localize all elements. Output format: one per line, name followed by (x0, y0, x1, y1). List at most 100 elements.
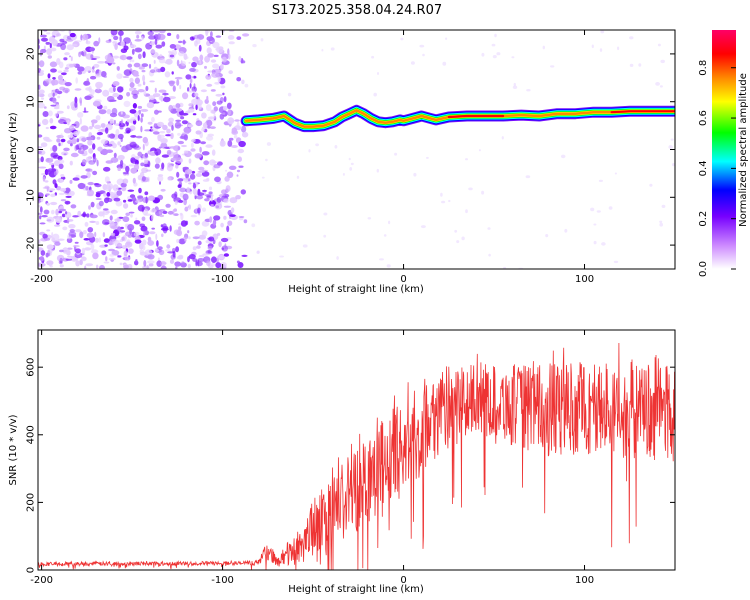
noise-speck (59, 178, 64, 183)
noise-speck (655, 82, 660, 86)
noise-speck (128, 211, 135, 214)
noise-speck (44, 185, 50, 189)
noise-speck (200, 141, 207, 145)
noise-speck (244, 83, 249, 88)
noise-speck (127, 196, 131, 200)
noise-speck (39, 206, 43, 213)
noise-speck (99, 264, 105, 269)
noise-speck (75, 77, 78, 84)
noise-speck (150, 49, 156, 54)
noise-speck (62, 257, 69, 262)
noise-speck (96, 159, 99, 167)
noise-speck (214, 176, 221, 183)
noise-speck (142, 81, 146, 86)
noise-speck (236, 36, 242, 40)
noise-speck (50, 79, 59, 86)
noise-speck (76, 138, 80, 143)
noise-speck (160, 224, 164, 228)
noise-speck (135, 199, 141, 203)
noise-speck (223, 205, 231, 208)
noise-speck (191, 98, 200, 106)
noise-speck (379, 258, 384, 261)
noise-speck (129, 109, 137, 114)
spectrogram-y-label: Frequency (Hz) (8, 112, 19, 188)
noise-speck (103, 208, 109, 211)
noise-speck (373, 92, 378, 97)
noise-speck (103, 261, 110, 264)
noise-speck (56, 90, 63, 95)
noise-speck (54, 113, 59, 117)
noise-speck (90, 243, 95, 251)
noise-speck (210, 109, 214, 114)
y-tick-label: 10 (26, 95, 37, 108)
noise-speck (38, 84, 41, 90)
noise-speck (223, 198, 229, 203)
noise-speck (117, 133, 124, 140)
noise-speck (49, 61, 58, 68)
noise-speck (74, 101, 78, 108)
noise-speck (180, 213, 184, 221)
noise-speck (377, 72, 379, 75)
noise-speck (197, 188, 201, 196)
noise-speck (140, 117, 143, 123)
noise-speck (123, 100, 131, 108)
noise-speck (166, 244, 171, 249)
noise-speck (59, 249, 64, 253)
noise-speck (114, 218, 122, 222)
y-tick-label: 0 (26, 146, 37, 152)
noise-speck (596, 210, 601, 213)
noise-speck (174, 48, 177, 51)
noise-speck (64, 187, 71, 194)
noise-speck (149, 80, 155, 83)
noise-speck (210, 195, 213, 202)
noise-speck (184, 206, 189, 212)
noise-speck (178, 254, 184, 259)
noise-speck (456, 240, 460, 244)
noise-speck (67, 134, 73, 139)
noise-speck (85, 53, 94, 60)
noise-speck (68, 63, 77, 68)
colorbar-tick-label: 0.2 (698, 211, 709, 227)
noise-speck (222, 92, 225, 96)
noise-speck (41, 97, 45, 100)
noise-speck (197, 170, 205, 173)
noise-speck (184, 179, 189, 183)
noise-speck (165, 249, 172, 252)
noise-speck (221, 245, 228, 252)
noise-speck (118, 30, 124, 36)
noise-speck (202, 179, 210, 182)
noise-speck (45, 41, 51, 45)
noise-speck (45, 126, 49, 130)
noise-speck (478, 149, 481, 152)
noise-speck (172, 85, 176, 92)
noise-speck (198, 103, 202, 110)
noise-speck (106, 57, 115, 64)
noise-speck (238, 165, 244, 168)
noise-speck (234, 119, 240, 122)
noise-speck (170, 49, 177, 56)
noise-speck (42, 111, 49, 117)
noise-speck (96, 84, 101, 90)
noise-speck (73, 131, 80, 137)
noise-speck (77, 112, 84, 118)
noise-speck (157, 246, 163, 250)
noise-speck (81, 256, 87, 262)
noise-speck (228, 165, 237, 170)
noise-speck (114, 222, 119, 226)
noise-speck (158, 249, 165, 256)
noise-speck (161, 154, 169, 158)
noise-speck (175, 108, 183, 112)
noise-speck (88, 148, 94, 154)
noise-speck (591, 44, 594, 49)
noise-speck (190, 214, 197, 218)
noise-speck (236, 169, 241, 173)
noise-speck (148, 195, 155, 201)
noise-speck (119, 144, 122, 148)
noise-speck (496, 52, 501, 56)
noise-speck (131, 90, 139, 94)
noise-speck (205, 104, 212, 112)
noise-speck (175, 246, 180, 253)
noise-speck (147, 30, 154, 36)
noise-speck (236, 77, 242, 82)
noise-speck (38, 146, 43, 149)
